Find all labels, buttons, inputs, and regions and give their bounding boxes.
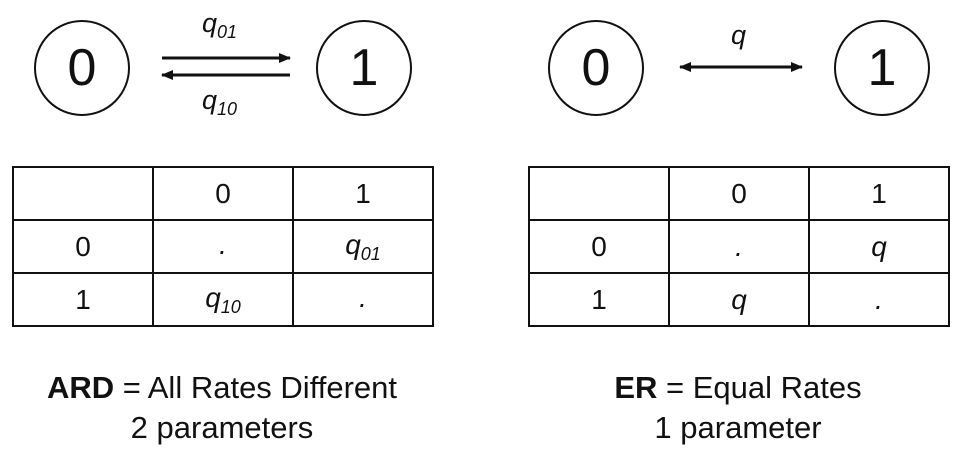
er-rate-matrix: 0 1 0 . q 1 q .: [528, 166, 950, 327]
er-matrix-cell-1-0: q: [668, 272, 810, 327]
ard-matrix-cell-1-1: .: [292, 272, 434, 327]
table-row: 1 q .: [528, 272, 950, 327]
er-state-0: 0: [548, 20, 644, 116]
table-row: 0 1: [528, 166, 950, 221]
transition-arrows: [161, 53, 803, 80]
er-rate-base: q: [731, 20, 747, 50]
er-rate-label: q: [731, 22, 746, 49]
er-matrix-cell-1-1: .: [808, 272, 950, 327]
ard-rate-forward-label: q01: [202, 8, 238, 42]
ard-caption: ARD = All Rates Different 2 parameters: [12, 368, 432, 448]
er-state-1: 1: [834, 20, 930, 116]
er-caption-title: ER = Equal Rates: [528, 368, 948, 408]
ard-matrix-row-label-0: 0: [12, 219, 154, 274]
ard-caption-title: ARD = All Rates Different: [12, 368, 432, 408]
ard-caption-desc: = All Rates Different: [114, 370, 398, 405]
ard-matrix-col-header-0: 0: [152, 166, 294, 221]
er-caption: ER = Equal Rates 1 parameter: [528, 368, 948, 448]
er-matrix-cell-0-0: .: [668, 219, 810, 274]
er-matrix-col-header-1: 1: [808, 166, 950, 221]
table-row: 0 . q: [528, 219, 950, 274]
er-caption-desc: = Equal Rates: [657, 370, 862, 405]
ard-caption-params: 2 parameters: [130, 410, 314, 445]
ard-rate-matrix: 0 1 0 . q01 1 q10 .: [12, 166, 434, 327]
er-matrix-row-label-0: 0: [528, 219, 670, 274]
er-matrix-col-header-0: 0: [668, 166, 810, 221]
er-caption-abbr: ER: [614, 370, 658, 405]
er-matrix-cell-0-1: q: [808, 219, 950, 274]
ard-matrix-col-header-1: 1: [292, 166, 434, 221]
ard-matrix-cell-1-0: q10: [152, 272, 294, 327]
er-state-0-label: 0: [581, 39, 611, 97]
table-row: 0 . q01: [12, 219, 434, 274]
ard-rate-backward-label: q10: [202, 85, 238, 119]
ard-state-0: 0: [34, 20, 130, 116]
ard-rate-forward-sub: 01: [217, 22, 238, 42]
ard-rate-backward-sub: 10: [217, 99, 238, 119]
er-matrix-row-label-1: 1: [528, 272, 670, 327]
ard-matrix-corner: [12, 166, 154, 221]
ard-state-1: 1: [316, 20, 412, 116]
ard-matrix-cell-0-1: q01: [292, 219, 434, 274]
er-state-1-label: 1: [867, 39, 897, 97]
ard-caption-abbr: ARD: [46, 370, 115, 405]
ard-rate-backward-base: q: [202, 85, 218, 115]
ard-matrix-cell-0-0: .: [152, 219, 294, 274]
ard-rate-forward-base: q: [202, 8, 218, 38]
table-row: 1 q10 .: [12, 272, 434, 327]
table-row: 0 1: [12, 166, 434, 221]
ard-state-1-label: 1: [349, 39, 379, 97]
ard-state-0-label: 0: [67, 39, 97, 97]
ard-matrix-row-label-1: 1: [12, 272, 154, 327]
er-matrix-corner: [528, 166, 670, 221]
er-caption-params: 1 parameter: [654, 410, 822, 445]
